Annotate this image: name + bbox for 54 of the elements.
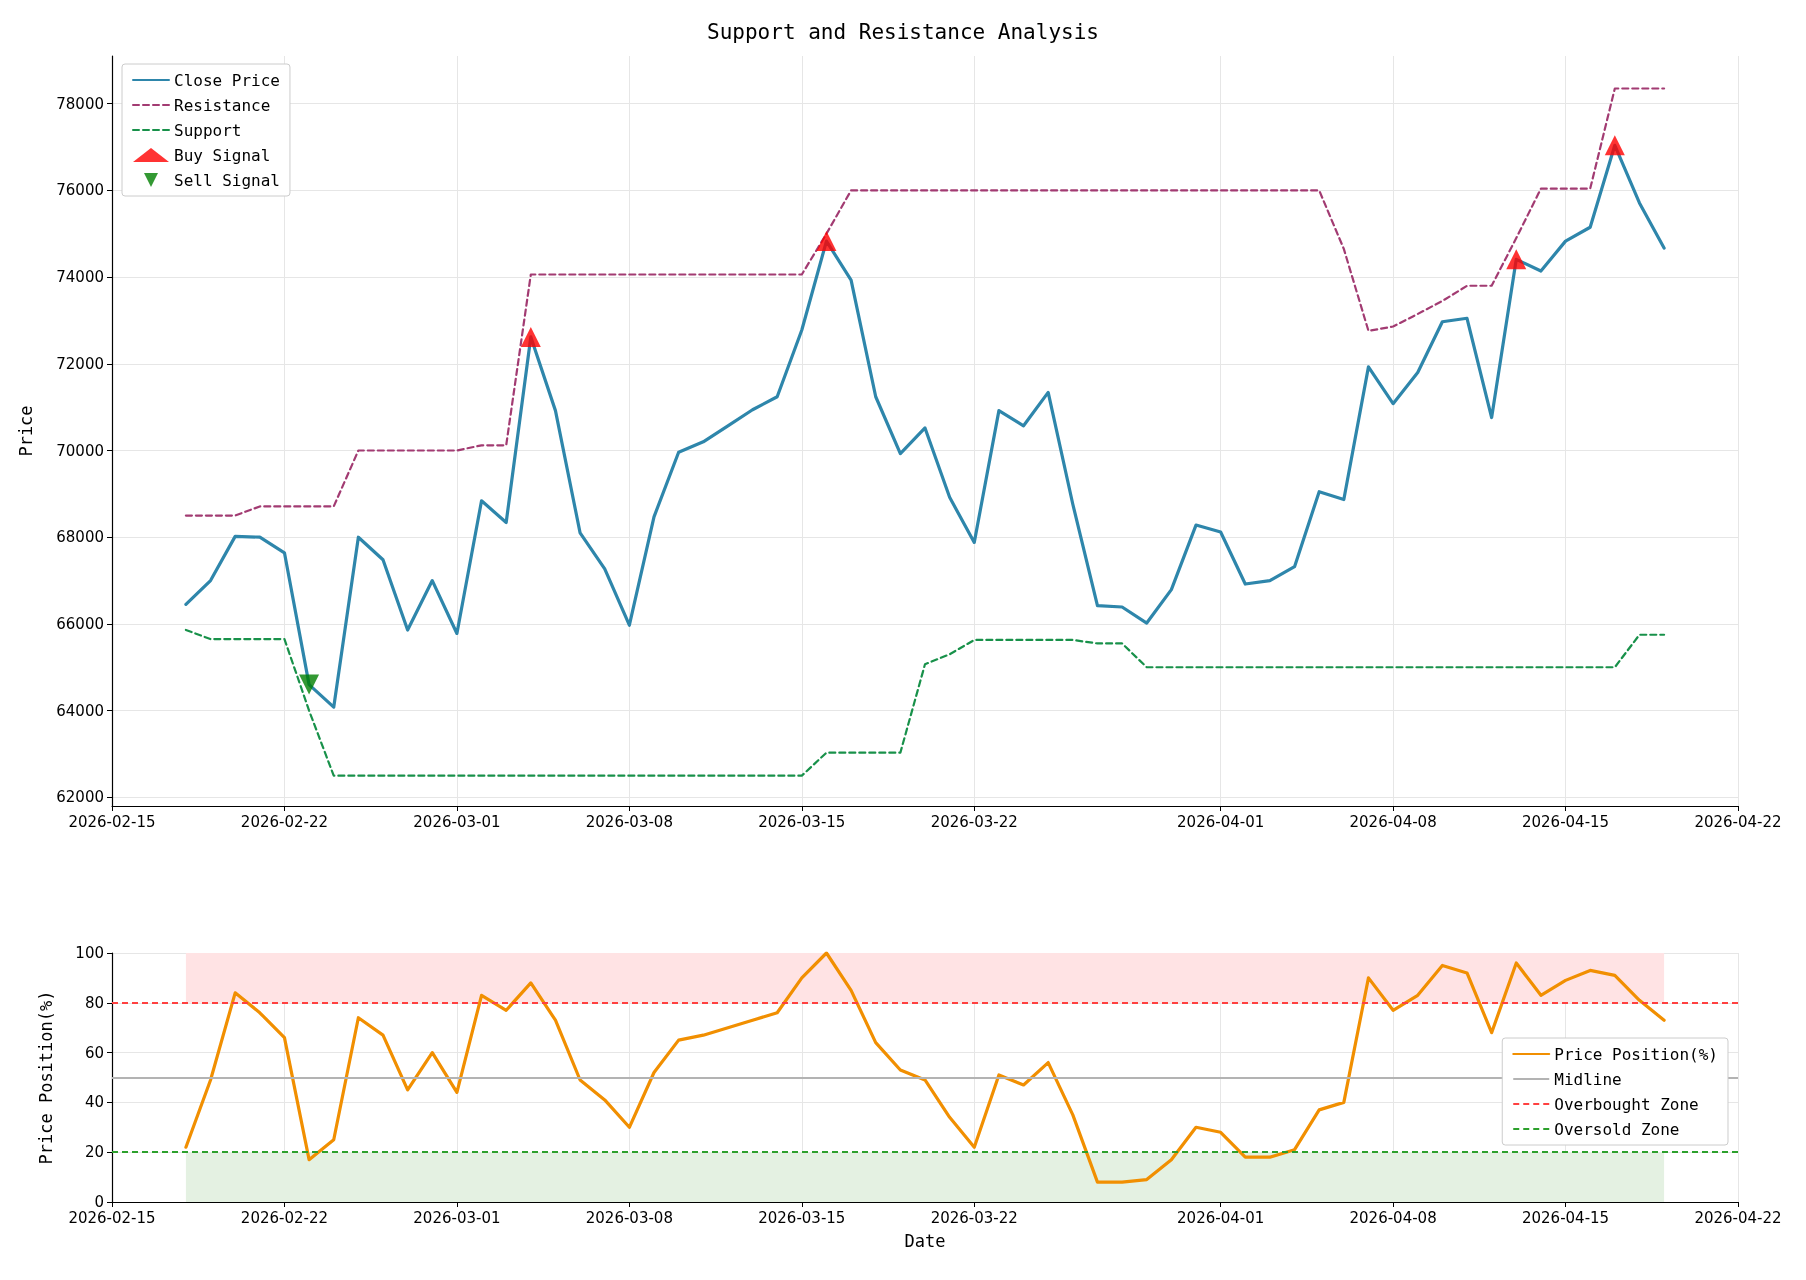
x-tick-label: 2026-04-01 [1177, 812, 1265, 831]
x-tick-label: 2026-03-01 [413, 812, 501, 831]
y-tick-label: 40 [84, 1093, 104, 1112]
y-tick-label: 70000 [56, 441, 104, 460]
x-tick-label: 2026-04-08 [1349, 1208, 1437, 1227]
x-tick-label: 2026-03-22 [930, 812, 1018, 831]
y-axis-title: Price Position(%) [35, 990, 56, 1165]
x-tick-label: 2026-04-15 [1521, 812, 1610, 831]
x-axis-title: Date [904, 1230, 946, 1251]
point [520, 326, 541, 347]
y-tick-label: 0 [94, 1193, 104, 1211]
x-tick-label: 2026-02-22 [240, 1208, 329, 1227]
x-tick-label: 2026-04-08 [1349, 812, 1437, 831]
ref-line-label: Midline [1554, 1069, 1622, 1089]
x-tick-label: 2026-03-08 [585, 812, 673, 831]
y-tick-label: 62000 [56, 788, 104, 807]
line-series [184, 628, 1666, 777]
chart-title: Support and Resistance Analysis [707, 19, 1099, 44]
x-tick-label: 2026-03-15 [758, 812, 846, 831]
x-tick-label: 2026-03-08 [585, 1208, 673, 1227]
legend-label: Price Position(%) [1554, 1044, 1719, 1064]
x-tick-label: 2026-04-15 [1521, 1208, 1610, 1227]
point [1604, 135, 1625, 156]
legend-label: Overbought Zone [1554, 1094, 1699, 1114]
y-tick-label: 100 [75, 944, 104, 962]
y-tick-label: 20 [84, 1143, 104, 1162]
y-axis-title: Price [15, 405, 36, 457]
x-tick-label: 2026-04-22 [1694, 1208, 1782, 1227]
y-tick-label: 64000 [56, 701, 104, 720]
legend-label: Buy Signal [174, 145, 271, 165]
x-tick-label: 2026-03-22 [930, 1208, 1018, 1227]
y-tick-label: 68000 [56, 528, 104, 547]
legend-label: Oversold Zone [1554, 1119, 1680, 1139]
y-tick-label: 74000 [56, 268, 104, 287]
y-tick-label: 80 [84, 993, 104, 1012]
legend-label: Support [174, 120, 242, 140]
x-tick-label: 2026-03-15 [758, 1208, 846, 1227]
y-tick-label: 66000 [56, 614, 104, 633]
x-tick-label: 2026-03-01 [413, 1208, 501, 1227]
y-tick-label: 72000 [56, 354, 104, 373]
y-tick-label: 60 [84, 1043, 104, 1062]
y-tick-label: 76000 [56, 181, 104, 200]
legend-label: Close Price [174, 70, 280, 90]
point [1506, 249, 1527, 270]
point [299, 674, 320, 695]
x-tick-label: 2026-04-22 [1694, 812, 1782, 831]
x-tick-label: 2026-02-22 [240, 812, 329, 831]
y-tick-label: 78000 [56, 94, 104, 113]
x-tick-label: 2026-02-15 [68, 812, 156, 831]
legend-label: Sell Signal [174, 170, 280, 190]
x-tick-label: 2026-02-15 [68, 1208, 156, 1227]
point [816, 231, 837, 252]
legend-label: Resistance [174, 95, 271, 115]
x-tick-label: 2026-04-01 [1177, 1208, 1265, 1227]
